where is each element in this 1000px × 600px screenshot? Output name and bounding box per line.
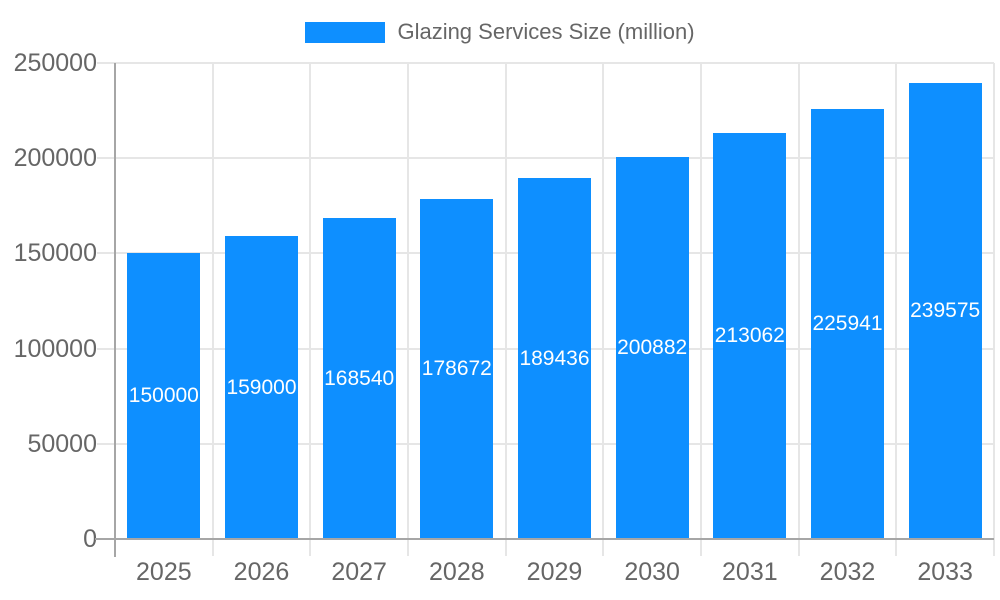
- x-axis-tick: [407, 539, 409, 556]
- y-axis-tick: [97, 252, 115, 255]
- x-axis-tick: [700, 539, 702, 556]
- legend-label: Glazing Services Size (million): [397, 19, 695, 44]
- x-gridline: [993, 63, 995, 539]
- x-gridline: [211, 63, 214, 539]
- x-axis-tick-label: 2032: [819, 558, 876, 586]
- bar-2026[interactable]: [225, 236, 298, 539]
- bar-2025[interactable]: [127, 253, 201, 539]
- x-axis-line: [95, 538, 994, 540]
- x-axis-tick-label: 2027: [331, 558, 387, 586]
- x-axis-tick: [895, 539, 898, 556]
- bar-2031[interactable]: [713, 133, 787, 539]
- x-axis-tick-label: 2029: [526, 558, 583, 586]
- x-gridline: [700, 63, 702, 539]
- x-axis-tick: [797, 539, 800, 556]
- x-gridline: [407, 63, 409, 539]
- x-axis-tick-label: 2031: [722, 558, 778, 586]
- x-gridline: [504, 63, 507, 539]
- x-gridline: [895, 63, 898, 539]
- chart-legend-item[interactable]: Glazing Services Size (million): [0, 19, 1000, 45]
- y-axis-tick-label: 0: [83, 525, 97, 553]
- y-axis-tick: [97, 62, 115, 64]
- x-axis-tick: [504, 539, 507, 556]
- x-gridline: [309, 63, 312, 539]
- y-gridline: [115, 62, 994, 64]
- x-axis-tick-label: 2026: [233, 558, 290, 586]
- x-axis-tick-label: 2025: [136, 558, 192, 586]
- y-gridline: [115, 157, 994, 160]
- x-gridline: [602, 63, 605, 539]
- y-axis-tick-label: 50000: [27, 429, 97, 458]
- y-axis-tick: [97, 157, 115, 160]
- y-axis-tick-label: 250000: [13, 49, 97, 77]
- bar-2030[interactable]: [615, 156, 689, 539]
- x-axis-tick: [309, 539, 312, 556]
- y-axis-tick-label: 200000: [13, 144, 97, 173]
- bar-2032[interactable]: [811, 108, 884, 539]
- x-axis-tick: [211, 539, 214, 556]
- bar-2027[interactable]: [322, 218, 396, 539]
- x-axis-tick-label: 2033: [917, 558, 973, 586]
- bar-2028[interactable]: [420, 198, 494, 539]
- x-axis-tick-label: 2028: [429, 558, 485, 586]
- x-axis-tick-label: 2030: [624, 558, 680, 586]
- legend-swatch-icon: [305, 21, 386, 43]
- x-gridline: [797, 63, 800, 539]
- y-axis-tick-label: 150000: [13, 239, 97, 268]
- bar-2029[interactable]: [518, 178, 591, 539]
- y-axis-tick-label: 100000: [13, 334, 97, 363]
- y-axis-tick: [97, 442, 115, 445]
- x-axis-tick: [602, 539, 605, 556]
- y-axis-line: [114, 63, 116, 557]
- y-axis-tick: [97, 347, 115, 350]
- bar-2033[interactable]: [908, 82, 982, 539]
- x-axis-tick: [993, 539, 995, 556]
